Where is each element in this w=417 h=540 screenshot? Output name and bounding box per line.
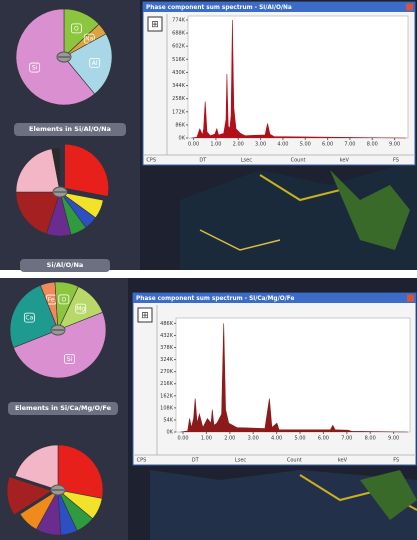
zoom-icon: ⊞ [141,311,149,321]
footer-label: FS [393,158,399,164]
y-tick-label: 172K [172,109,186,115]
x-tick-label: 7.00 [341,436,352,442]
footer-label: Count [291,158,306,164]
x-tick-label: 3.00 [255,142,266,148]
y-tick-label: 216K [160,381,174,387]
y-tick-label: 54K [163,417,173,423]
slice-label: Si [32,65,38,72]
x-tick-label: 2.00 [224,436,235,442]
slice-label: O [61,296,66,303]
x-tick-label: 7.00 [344,142,355,148]
zoom-icon: ⊞ [151,20,159,30]
x-tick-label: 5.00 [300,142,311,148]
x-tick-label: 4.00 [277,142,288,148]
x-tick-label: 1.00 [201,436,212,442]
y-tick-label: 432K [160,333,174,339]
x-tick-label: 4.00 [271,436,282,442]
x-tick-label: 9.00 [389,142,400,148]
y-tick-label: 0K [179,136,186,142]
page: {"panels":[ {"element_pie":{"labels":["O… [0,0,417,540]
slice-label: Ca [25,315,33,322]
y-tick-label: 108K [160,405,174,411]
y-tick-label: 270K [160,369,174,375]
plot-area [176,318,410,432]
x-tick-label: 8.00 [365,436,376,442]
close-button [407,295,414,302]
footer-label: Count [287,458,302,464]
y-tick-label: 0K [167,430,174,436]
y-tick-label: 324K [160,357,174,363]
x-tick-label: 5.00 [294,436,305,442]
y-tick-label: 258K [172,96,186,102]
y-tick-label: 86K [175,122,185,128]
x-tick-label: 9.00 [388,436,399,442]
footer-label: Lsec [235,458,246,464]
close-button [406,4,413,11]
y-tick-label: 430K [172,70,186,76]
footer-label: keV [338,458,348,464]
footer-label: keV [340,158,350,164]
y-tick-label: 774K [172,17,186,23]
y-tick-label: 486K [160,321,174,327]
x-tick-label: 2.00 [233,142,244,148]
slice-label: Fe [48,297,55,304]
x-tick-label: 6.00 [322,142,333,148]
slice-label: Al [92,60,98,67]
slice-label: O [74,25,79,32]
caption: Elements in Si/Al/O/Na [14,123,126,136]
caption: Elements in Si/Ca/Mg/O/Fe [8,402,118,415]
footer-label: FS [393,458,399,464]
x-tick-label: 0.00 [188,142,199,148]
footer-label: DT [199,158,207,164]
plot-area [188,16,408,138]
window-title: Phase component sum spectrum - Si/Ca/Mg/… [136,296,294,302]
y-tick-label: 344K [172,83,186,89]
footer-label: DT [192,458,200,464]
y-tick-label: 688K [172,31,186,37]
y-tick-label: 516K [172,57,186,63]
x-tick-label: 8.00 [367,142,378,148]
y-tick-label: 602K [172,44,186,50]
y-tick-label: 378K [160,345,174,351]
footer-label: Lsec [241,158,252,164]
x-tick-label: 1.00 [210,142,221,148]
slice-label: Si [67,356,73,363]
caption: Si/Al/O/Na [20,259,110,272]
x-tick-label: 6.00 [318,436,329,442]
footer-label: CPS [146,158,156,164]
slice-label: Mg [76,306,85,313]
footer-label: CPS [137,458,147,464]
x-tick-label: 3.00 [248,436,259,442]
x-tick-label: 0.00 [177,436,188,442]
y-tick-label: 162K [160,393,174,399]
window-title: Phase component sum spectrum - Si/Al/O/N… [146,5,292,11]
